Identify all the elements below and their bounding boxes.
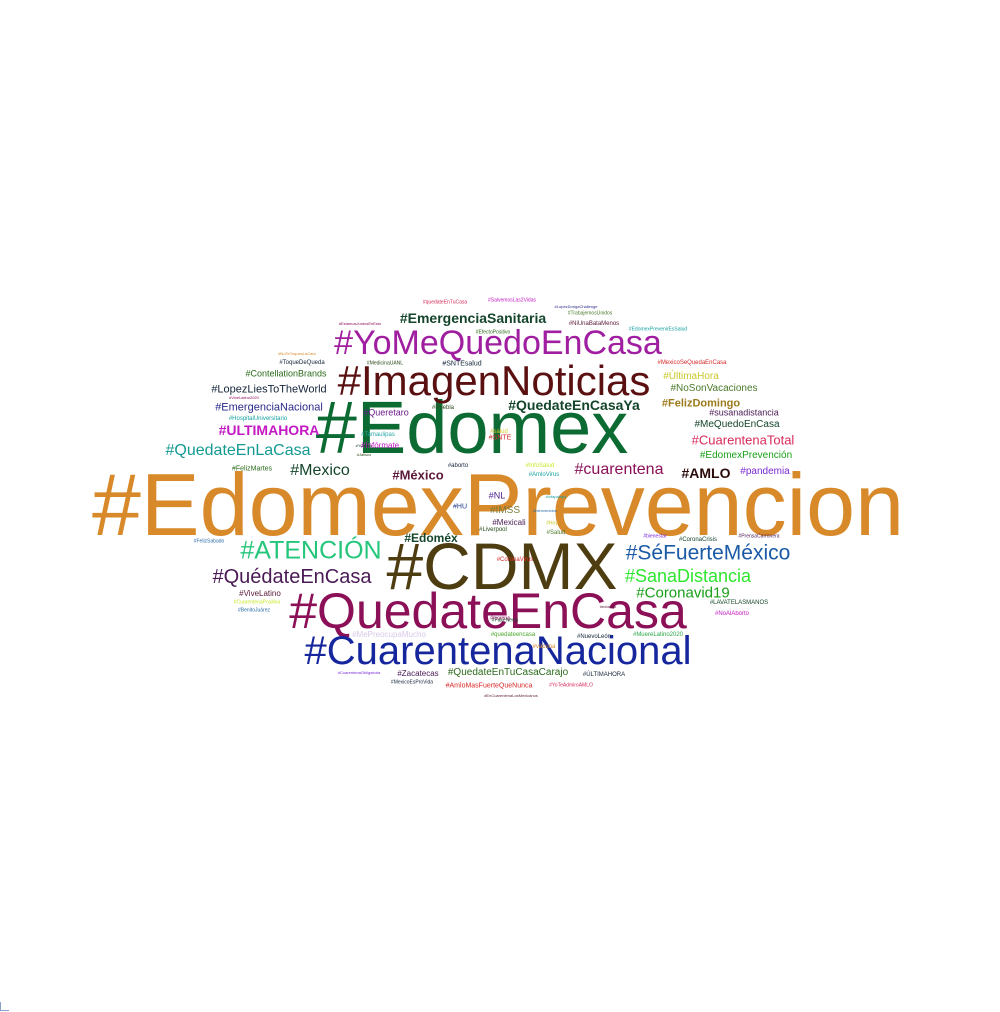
word-cloud-tag: #SanaDistancia — [624, 566, 752, 586]
word-cloud-tag: #Edoméx — [404, 531, 458, 545]
word-cloud-tag: #NL — [488, 490, 506, 501]
word-cloud-tag: #CoronaCrisis — [678, 537, 718, 543]
word-cloud-tag: #MeQuedoEnCasa — [694, 419, 780, 430]
word-cloud-tag: #Liverpool — [479, 527, 507, 533]
word-cloud-tag: #quedateEnTuCasa — [422, 299, 468, 306]
word-cloud-tag: #MexicoSeQuedaEnCasa — [657, 360, 727, 366]
word-cloud-tag: #HospitalUniversitario — [228, 416, 288, 422]
word-cloud-tag: #Edomex — [315, 386, 629, 469]
word-cloud-tag: #CoronaVirus — [496, 557, 534, 563]
word-cloud-tag: #CuarentenaObligatoria — [337, 670, 381, 675]
word-cloud-tag: #EfectoPositivo — [475, 329, 511, 336]
word-cloud-tag: #EdomexPrevencion — [91, 455, 905, 554]
word-cloud-tag: #EmergenciaNacional — [215, 401, 323, 414]
word-cloud-tag: #aborto — [447, 463, 469, 469]
word-cloud-tag: #FelizDomingo — [661, 397, 741, 410]
word-cloud-tag: #QuedateEnCasa — [289, 583, 687, 639]
word-cloud-tag: #ÚLTIMAHORA — [582, 672, 626, 678]
word-cloud-tag: #bienestar — [643, 533, 667, 540]
word-cloud-tag: #bienvenidos — [533, 508, 557, 513]
word-cloud-tag: #Zacatecas — [397, 669, 439, 678]
word-cloud-tag: #QuedateEnTuCasaCarajo — [447, 667, 569, 678]
word-cloud-tag: #QuedateEnLaCasa — [165, 442, 311, 459]
word-cloud-tag: #SéFuerteMéxico — [625, 541, 791, 565]
word-cloud-tag: #LopezLiesToTheWorld — [211, 383, 327, 396]
word-cloud-tag: #SNTE — [488, 434, 512, 442]
word-cloud-tag: #Infórmate — [360, 441, 400, 450]
word-cloud-tag: #EnCuarentenaLosMexicanos — [484, 693, 538, 698]
word-cloud-tag: #Hoy — [546, 520, 558, 527]
word-cloud-tag: #Tamaulipas — [361, 432, 395, 438]
word-cloud-tag: #Jalisco — [356, 452, 372, 457]
word-cloud-tag: #quedateencasa — [490, 632, 536, 638]
word-cloud-tag: #Queretaro — [363, 407, 409, 418]
word-cloud-tag: #Mexico — [290, 462, 350, 479]
word-cloud-tag: #QuedateEnCasaYa — [508, 397, 640, 413]
word-cloud-tag: #cuarentena — [574, 461, 664, 478]
word-cloud-tag: #EdomexPrevenirEsSalud — [628, 326, 688, 333]
word-cloud-tag: #morena — [490, 615, 510, 622]
word-cloud-tag: #CuarentenaPositiva — [233, 599, 281, 606]
word-cloud-tag: #Iztapalapa — [545, 494, 567, 499]
word-cloud-tag: #edomex — [599, 604, 617, 609]
word-cloud-tag: #NiUnaBataMenos — [568, 321, 620, 327]
word-cloud-tag: #SalvemosLas2Vidas — [488, 297, 536, 304]
word-cloud-tag: #salud — [490, 429, 508, 435]
word-cloud-tag: #HU — [452, 503, 468, 511]
word-cloud-tag: #Coronavid19 — [636, 584, 730, 602]
word-cloud-tag: #MuereLatino2020 — [632, 632, 684, 638]
word-cloud-tag: #Salud — [546, 530, 566, 536]
word-cloud-tag: #MePreocupaMucho — [352, 630, 426, 639]
word-cloud-tag: #LopezDorigaChallenge — [554, 304, 598, 309]
word-cloud-tag: #Mexicali — [492, 518, 526, 527]
word-cloud-tag: #PrensaCarronera — [738, 533, 780, 540]
word-cloud-tag: #México — [392, 467, 444, 483]
word-cloud-tag: #FelizSabado — [193, 538, 225, 545]
word-cloud-tag: #YoTeAdmiroAMLO — [549, 682, 593, 689]
word-cloud-tag: #ToqueDeQueda — [279, 360, 325, 366]
corner-marker — [0, 1002, 9, 1011]
word-cloud-tag: #ATENCIÓN — [240, 536, 382, 565]
word-cloud-tag: #LAVATELASMANOS — [709, 600, 769, 606]
word-cloud-tag: #FelizMartes — [231, 465, 273, 473]
word-cloud-tag: #NoTeToquesLaCara — [278, 351, 316, 356]
word-cloud-tag: #CuarentenaTotal — [691, 432, 795, 448]
word-cloud-tag: #AmloMasFuerteQueNunca — [445, 682, 533, 690]
word-cloud-tag: #QuédateEnCasa — [212, 566, 372, 588]
word-cloud-tag: #MexicoEsProVida — [390, 679, 434, 686]
word-cloud-tag: #ULTIMAHORA — [218, 422, 320, 438]
word-cloud-tag: #NoAlAborto — [714, 611, 750, 617]
word-cloud-tag: #susanadistancia — [709, 407, 779, 418]
word-cloud-tag: #vacuna — [532, 644, 556, 650]
word-cloud-tag: #CDMX — [386, 529, 618, 603]
word-cloud-tag: #ViveLatino — [239, 589, 281, 598]
word-cloud-tag: #Puebla — [431, 405, 455, 411]
word-cloud-tag: #TrabajemosUnidos — [567, 310, 613, 317]
word-cloud-tag: #NoSonVacaciones — [670, 383, 758, 394]
word-cloud-tag: #ImagenNoticias — [337, 357, 651, 404]
word-cloud-tag: #EstamosJuntosEnEsto — [338, 321, 382, 326]
word-cloud-tag: #NuevoLeón — [576, 634, 612, 640]
word-cloud-tag: #Yucatan — [355, 443, 373, 448]
word-cloud-tag: #MedicinaUANL — [366, 360, 404, 367]
word-cloud-tag: #AmloVirus — [528, 472, 560, 478]
word-cloud-tag: #InfoSalud — [525, 463, 555, 469]
word-cloud-tag: #AMLO — [681, 465, 731, 481]
word-cloud-tag: #ViveLatino2020 — [229, 395, 259, 400]
word-cloud-tag: #BenitoJuárez — [238, 607, 270, 614]
word-cloud-tag: #ÚltimaHora — [663, 371, 719, 382]
word-cloud-tag: #CuarentenaNacional — [304, 629, 692, 673]
word-cloud-tag: #SNTEsalud — [442, 360, 482, 368]
word-cloud-tag: #EdomexPrevención — [699, 450, 793, 461]
word-cloud-tag: #FakeNews — [491, 617, 519, 624]
word-cloud-tag: #pandemia — [740, 466, 790, 477]
word-cloud-tag: #IMSS — [489, 505, 521, 516]
word-cloud-tag: #EmergenciaSanitaria — [399, 310, 547, 326]
word-cloud-tag: #YoMeQuedoEnCasa — [334, 324, 662, 362]
word-cloud-tag: #ContellationBrands — [245, 368, 327, 379]
